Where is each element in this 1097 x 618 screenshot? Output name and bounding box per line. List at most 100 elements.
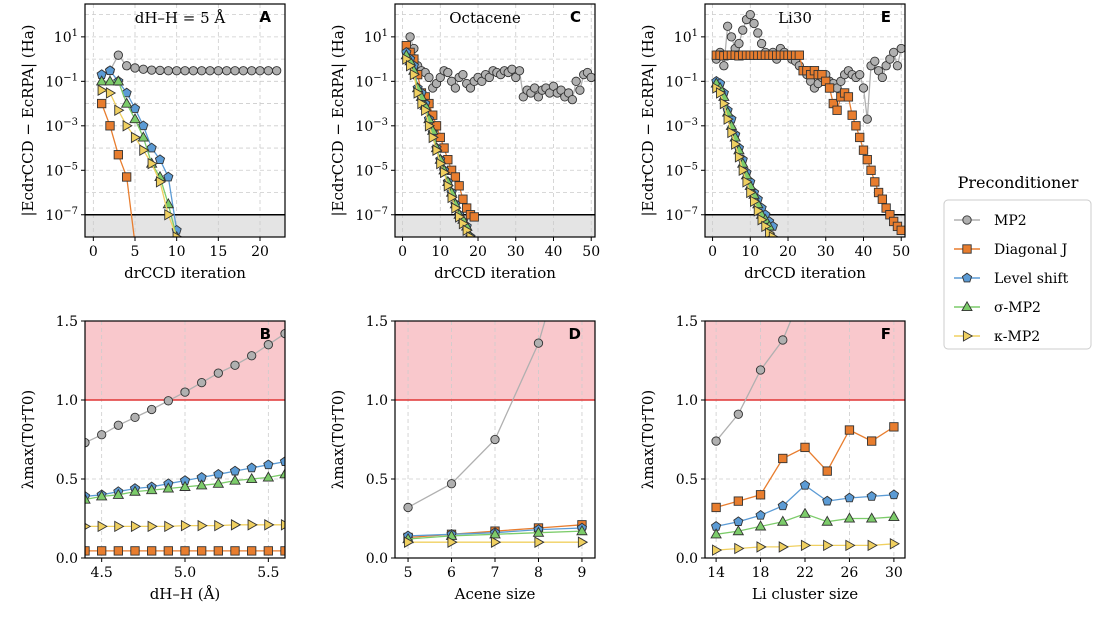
data-point [450, 83, 461, 93]
data-point [755, 509, 766, 520]
data-point [85, 493, 91, 504]
y-tick-label: 10−1 [355, 72, 388, 90]
data-point [447, 536, 458, 548]
data-point [888, 489, 900, 500]
y-tick-label: 10−7 [355, 206, 388, 224]
panel-label: C [570, 8, 581, 26]
data-point [896, 43, 905, 54]
data-point [163, 66, 173, 76]
data-point [122, 61, 132, 71]
y-tick-label: 1.5 [366, 314, 388, 330]
panel-E: 0 10 20 30 40 50 10−7 10−5 10−3 10−1 101 E Li30 drCCD… [639, 3, 910, 282]
y-tick-label: 0.0 [676, 551, 698, 567]
data-point [851, 121, 861, 131]
x-tick-label: 14 [707, 565, 725, 581]
data-point [421, 104, 432, 117]
data-point [130, 63, 140, 73]
data-point [195, 479, 208, 490]
data-point [129, 485, 141, 496]
data-point [733, 496, 743, 506]
panel-B: 4.5 5.0 5.5 0.0 0.5 1.0 1.5 BdH–H (Å) λmax(T0†T0… [19, 314, 286, 603]
data-point [263, 546, 273, 556]
x-tick-label: 30 [817, 244, 835, 260]
data-point [97, 84, 108, 96]
y-tick-label: 0.0 [56, 551, 78, 567]
data-point [263, 66, 273, 76]
y-tick-label: 10−7 [665, 206, 698, 224]
data-point [799, 479, 811, 490]
data-point [155, 176, 167, 188]
x-axis-label: drCCD iteration [744, 264, 866, 282]
data-point [800, 442, 810, 453]
data-point [197, 546, 207, 556]
legend-label: MP2 [994, 213, 1027, 229]
data-point [529, 83, 540, 93]
data-point [458, 69, 468, 80]
x-tick-label: 4.5 [91, 565, 113, 581]
data-point [138, 120, 149, 131]
data-point [754, 520, 767, 531]
data-point [799, 507, 811, 518]
data-point [723, 113, 734, 125]
data-point [514, 66, 525, 76]
data-point [777, 515, 789, 526]
data-point [745, 9, 755, 20]
legend-marker [962, 215, 972, 225]
data-point [726, 32, 737, 42]
panel-label: A [259, 8, 271, 26]
panel-C: 0 10 20 30 40 50 10−7 10−5 10−3 10−1 101 C Octacene d… [329, 3, 600, 282]
y-tick-label: 101 [674, 28, 698, 46]
data-point [247, 351, 257, 361]
x-tick-label: 0 [89, 244, 98, 260]
panel-label: E [881, 8, 891, 26]
data-point [490, 434, 500, 445]
data-point [247, 546, 257, 556]
data-point [95, 490, 108, 501]
x-tick-label: 20 [469, 244, 487, 260]
legend-label: Diagonal J [994, 242, 1067, 258]
x-axis-label: Li cluster size [752, 585, 858, 603]
x-axis-label: dH–H (Å) [150, 585, 221, 603]
data-point [105, 87, 117, 99]
data-point [855, 132, 865, 143]
legend-box [943, 199, 1092, 350]
data-point [179, 480, 191, 491]
data-point [756, 38, 767, 49]
y-tick-label: 1.0 [366, 393, 388, 409]
data-point [832, 105, 842, 115]
data-point [230, 360, 240, 370]
data-point [756, 541, 767, 553]
series-group [402, 321, 589, 548]
data-point [247, 66, 257, 76]
series-line-level-shift [101, 69, 178, 231]
data-point [877, 194, 888, 204]
y-tick-label: 101 [54, 28, 78, 46]
data-point [255, 66, 265, 76]
data-point [172, 231, 183, 237]
data-point [272, 66, 282, 76]
y-tick-label: 10−7 [45, 206, 78, 224]
data-point [889, 538, 900, 550]
data-point [97, 520, 108, 533]
data-point [130, 131, 142, 144]
data-point [432, 144, 443, 156]
data-point [733, 409, 743, 419]
data-point [843, 512, 856, 523]
data-point [711, 436, 721, 446]
x-tick-label: 15 [209, 244, 227, 260]
data-point [205, 66, 215, 76]
data-point [750, 195, 761, 208]
data-point [490, 536, 502, 548]
data-point [113, 420, 123, 430]
data-point [112, 488, 125, 499]
axes-frame [394, 3, 596, 238]
data-point [586, 72, 595, 83]
data-point [889, 422, 899, 432]
panel-title: dH–H = 5 Å [135, 9, 226, 27]
data-point [97, 546, 107, 556]
data-point [889, 47, 899, 58]
data-point [197, 519, 208, 532]
data-point [263, 459, 274, 470]
series-group [710, 321, 900, 556]
